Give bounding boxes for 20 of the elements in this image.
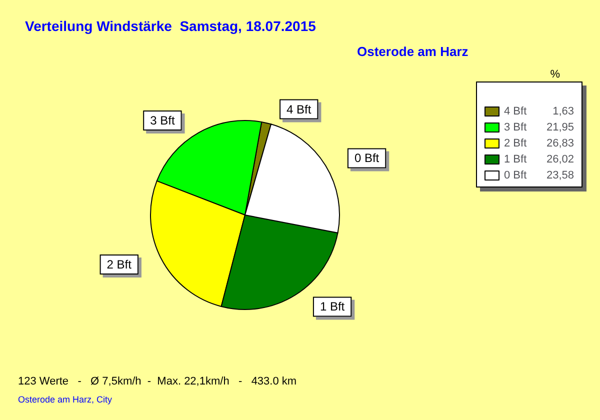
legend-label: 1 Bft	[504, 154, 527, 166]
slice-label: 0 Bft	[354, 151, 380, 166]
text: 123 Werte - Ø 7,5km/h - Max. 22,1km/h - 433.0 km	[18, 376, 297, 388]
data-label: 26,02	[546, 154, 574, 166]
data-label: 23,58	[546, 170, 574, 182]
data-label: 26,83	[546, 138, 574, 150]
legend-label: 4 Bft	[504, 106, 527, 118]
slice-label: 2 Bft	[106, 258, 132, 272]
data-label: 1,63	[552, 106, 574, 118]
category-label: 4 Bft	[286, 102, 312, 116]
legend-label: 2 Bft	[504, 138, 527, 150]
legend-label: 3 Bft	[504, 122, 527, 134]
legend-title: %	[550, 68, 560, 80]
legend-label: 0 Bft	[504, 170, 527, 182]
text: Osterode am Harz, City	[18, 394, 113, 404]
slice-label: 3 Bft	[150, 113, 176, 128]
chart-title: Verteilung Windstärke Samstag, 18.07.2015	[25, 18, 316, 34]
data-label: 21,95	[546, 122, 574, 134]
slice-label: 1 Bft	[320, 300, 346, 314]
chart-subtitle: Osterode am Harz	[357, 44, 469, 59]
